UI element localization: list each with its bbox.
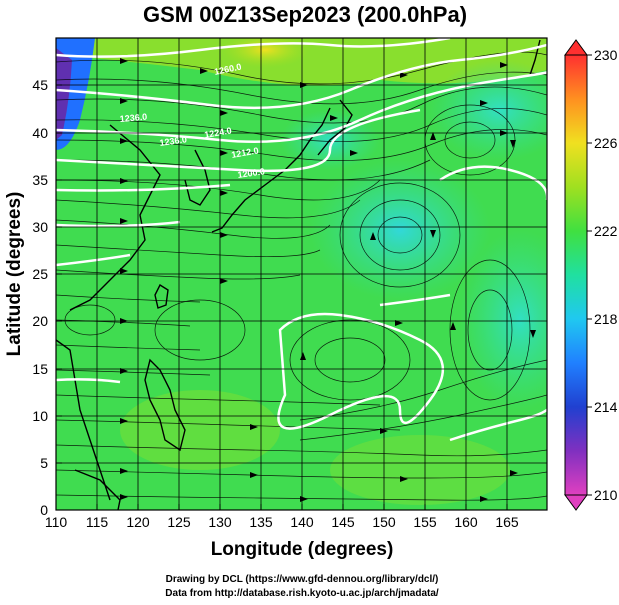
borneo-coast bbox=[74, 469, 121, 510]
contour-label-3: 1236.0 bbox=[159, 134, 188, 148]
x-tick-label: 130 bbox=[208, 514, 232, 530]
x-tick-label: 135 bbox=[249, 514, 273, 530]
colorbar: 230 226 222 218 214 210 bbox=[564, 39, 618, 511]
contour-label-5: 1212.0 bbox=[231, 145, 260, 160]
colorbar-top-triangle bbox=[564, 39, 588, 56]
colorbar-tick-label: 218 bbox=[594, 311, 618, 327]
x-tick-labels: 110 115 120 125 130 135 140 145 150 155 … bbox=[45, 514, 519, 530]
x-tick-label: 150 bbox=[372, 514, 396, 530]
coastlines bbox=[56, 39, 541, 510]
cyan-patch-3 bbox=[460, 230, 547, 410]
map-plot-area: 1260.0 1236.0 1236.0 1224.0 1212.0 1200.… bbox=[56, 38, 547, 510]
yg-patch-1 bbox=[120, 390, 280, 470]
colorbar-tick-label: 222 bbox=[594, 223, 618, 239]
chart-title: GSM 00Z13Sep2023 (200.0hPa) bbox=[143, 2, 467, 27]
y-tick-labels: 0 5 10 15 20 25 30 35 40 45 bbox=[32, 77, 48, 518]
china-coast bbox=[69, 124, 161, 311]
colorbar-gradient bbox=[564, 54, 588, 496]
x-axis-title: Longitude (degrees) bbox=[211, 539, 394, 560]
x-tick-label: 125 bbox=[167, 514, 191, 530]
y-tick-label: 35 bbox=[32, 172, 48, 188]
colorbar-tick-label: 210 bbox=[594, 487, 618, 503]
height-contours bbox=[56, 38, 547, 442]
contour-label-4: 1224.0 bbox=[204, 125, 233, 140]
philippines-coast bbox=[144, 358, 186, 452]
y-tick-label: 40 bbox=[32, 125, 48, 141]
x-ticks bbox=[55, 504, 508, 510]
x-tick-label: 140 bbox=[290, 514, 314, 530]
x-tick-label: 165 bbox=[495, 514, 519, 530]
y-ticks bbox=[56, 84, 62, 511]
x-tick-label: 160 bbox=[454, 514, 478, 530]
colorbar-tick-label: 226 bbox=[594, 135, 618, 151]
x-tick-label: 145 bbox=[331, 514, 355, 530]
cyan-patch-2 bbox=[430, 60, 547, 160]
indochina-coast bbox=[56, 339, 111, 501]
korea-coast bbox=[184, 149, 211, 206]
contour-label-6: 1200.0 bbox=[237, 166, 266, 180]
y-tick-label: 0 bbox=[40, 502, 48, 518]
credit-line-2: Data from http://database.rish.kyoto-u.a… bbox=[165, 588, 439, 599]
y-tick-label: 10 bbox=[32, 408, 48, 424]
grid-lines bbox=[56, 38, 547, 510]
y-tick-label: 30 bbox=[32, 219, 48, 235]
cold-core bbox=[56, 48, 72, 140]
x-tick-label: 115 bbox=[86, 514, 109, 530]
x-tick-label: 110 bbox=[45, 514, 68, 530]
colorbar-bottom-triangle bbox=[564, 494, 588, 511]
stream-arrows bbox=[120, 58, 536, 502]
y-tick-label: 15 bbox=[32, 361, 48, 377]
japan-coast-2 bbox=[317, 99, 353, 156]
japan-coast bbox=[211, 107, 331, 233]
y-tick-label: 20 bbox=[32, 313, 48, 329]
x-tick-label: 155 bbox=[413, 514, 437, 530]
contour-labels: 1260.0 1236.0 1236.0 1224.0 1212.0 1200.… bbox=[119, 61, 265, 180]
colorbar-tick-label: 230 bbox=[594, 47, 618, 63]
cyan-patch-1 bbox=[310, 160, 490, 300]
contour-label-2: 1236.0 bbox=[119, 112, 147, 124]
y-tick-label: 45 bbox=[32, 77, 48, 93]
taiwan-coast bbox=[154, 283, 169, 309]
credit-line-1: Drawing by DCL (https://www.gfd-dennou.o… bbox=[166, 574, 439, 585]
yg-patch-2 bbox=[330, 435, 510, 505]
x-tick-label: 120 bbox=[126, 514, 150, 530]
colorbar-tick-label: 214 bbox=[594, 399, 618, 415]
y-axis-title: Latitude (degrees) bbox=[4, 192, 25, 357]
y-tick-label: 5 bbox=[40, 455, 48, 471]
y-tick-label: 25 bbox=[32, 266, 48, 282]
